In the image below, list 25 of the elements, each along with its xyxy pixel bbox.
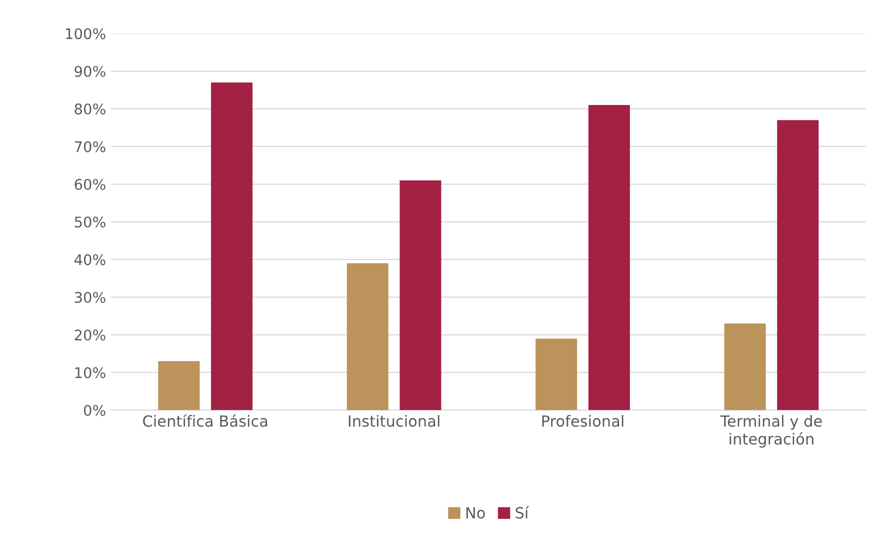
bar bbox=[777, 120, 819, 410]
y-tick-label: 20% bbox=[74, 330, 106, 341]
y-tick-label: 50% bbox=[74, 216, 106, 228]
x-tick-label: Científica Básica bbox=[143, 414, 268, 427]
y-tick-label: 80% bbox=[74, 104, 106, 115]
bar bbox=[158, 361, 200, 410]
x-tick-label: Institucional bbox=[348, 414, 440, 427]
y-tick-label: 10% bbox=[75, 367, 106, 378]
x-tick-label: Profesional bbox=[542, 414, 624, 427]
bar bbox=[400, 180, 442, 410]
bar bbox=[536, 338, 578, 410]
x-tick-label: Terminal y de integración bbox=[720, 414, 822, 448]
bar bbox=[346, 263, 388, 410]
y-tick-label: 90% bbox=[74, 66, 106, 77]
legend-label: Sí bbox=[516, 506, 530, 519]
y-tick-label: 70% bbox=[74, 141, 106, 152]
y-tick-label: 30% bbox=[74, 292, 106, 303]
bar bbox=[211, 82, 253, 410]
y-tick-label: 100% bbox=[66, 28, 106, 40]
y-tick-label: 40% bbox=[74, 254, 106, 266]
legend-label: No bbox=[466, 507, 485, 519]
y-tick-label: 0% bbox=[84, 404, 106, 416]
bar bbox=[724, 324, 766, 410]
y-tick-label: 60% bbox=[74, 178, 106, 190]
bar bbox=[588, 105, 630, 410]
